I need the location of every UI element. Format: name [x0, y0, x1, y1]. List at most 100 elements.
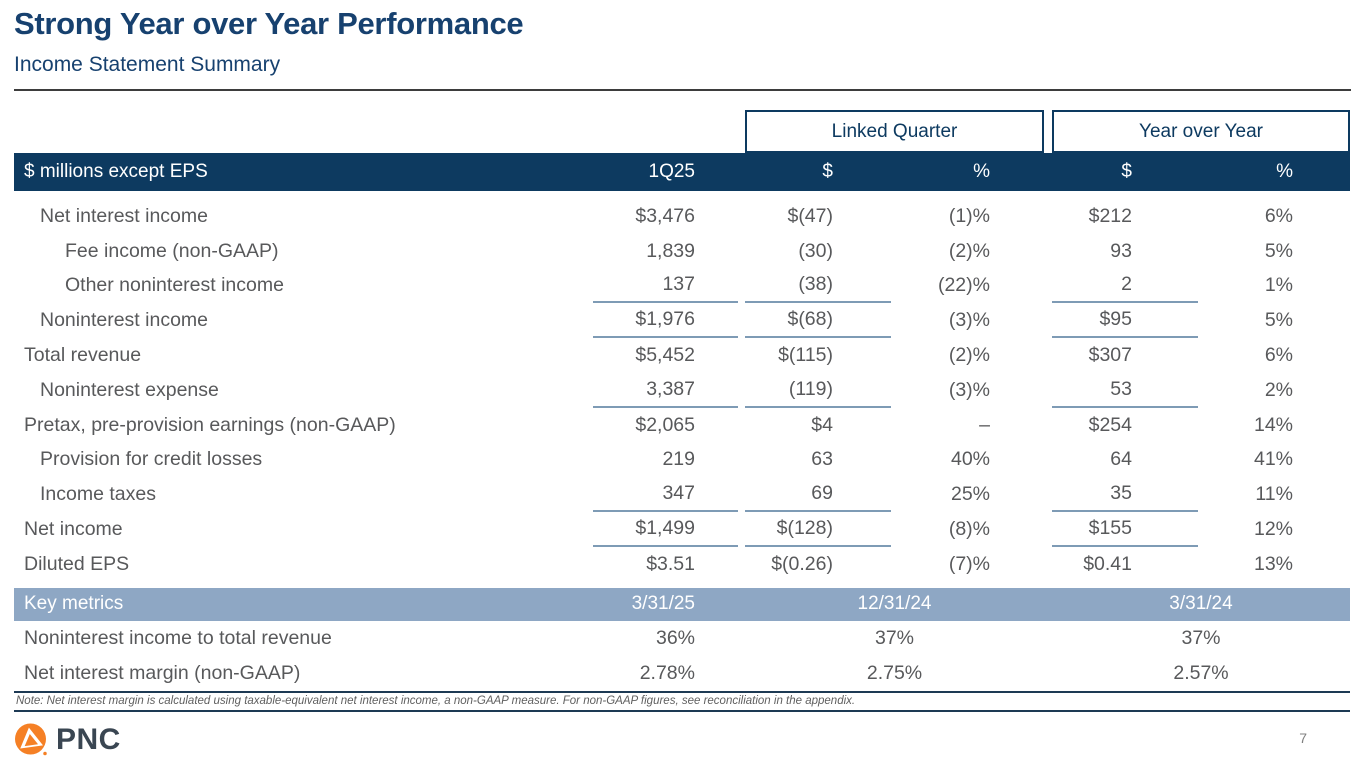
row-value: $155	[1052, 512, 1198, 547]
row-value: 137	[593, 269, 738, 304]
note-divider-top	[14, 690, 1350, 693]
row-value: (30)	[798, 239, 833, 262]
pnc-logo: PNC	[14, 722, 121, 758]
row-label: Other noninterest income	[65, 274, 284, 297]
row-value: 219	[662, 448, 695, 471]
row-value: $5,452	[635, 344, 695, 367]
table-row: Net income $1,499 $(128) (8)% $155 12%	[14, 512, 1350, 547]
table-row: Noninterest expense 3,387 (119) (3)% 53 2%	[14, 373, 1350, 408]
row-value: (3)%	[948, 378, 990, 401]
row-value: (1)%	[948, 204, 990, 227]
row-value: $3.51	[646, 552, 695, 575]
row-value: 64	[1110, 448, 1132, 471]
group-header-year-over-year: Year over Year	[1052, 110, 1350, 153]
row-value: $(0.26)	[771, 552, 833, 575]
row-value: (7)%	[948, 552, 990, 575]
row-value: 41%	[1253, 448, 1293, 471]
row-value: $1,976	[593, 303, 738, 339]
page-title: Strong Year over Year Performance	[14, 6, 524, 41]
row-value: $4	[811, 413, 833, 436]
key-metric-value: 37%	[1181, 626, 1221, 649]
table-row: Other noninterest income 137 (38) (22)% 2 1%	[14, 269, 1350, 304]
row-value: 40%	[950, 448, 990, 471]
row-value: 1%	[1264, 274, 1293, 297]
row-value: (119)	[745, 373, 891, 408]
table-row: Fee income (non-GAAP) 1,839 (30) (2)% 93 5%	[14, 234, 1350, 269]
row-label: Net interest income	[40, 204, 208, 227]
row-value: 5%	[1264, 239, 1293, 262]
row-value: (22)%	[937, 274, 990, 297]
income-statement-table: Linked Quarter Year over Year $ millions…	[14, 110, 1350, 713]
page-subtitle: Income Statement Summary	[14, 53, 281, 76]
row-value: 3,387	[593, 373, 738, 408]
row-value: $3,476	[635, 204, 695, 227]
row-value: –	[979, 413, 990, 436]
table-header-row: $ millions except EPS 1Q25 $ % $ %	[14, 153, 1350, 191]
page-number: 7	[1299, 730, 1307, 746]
row-value: 11%	[1255, 483, 1293, 506]
row-value: 69	[745, 477, 891, 513]
table-header-label: $ millions except EPS	[24, 161, 208, 182]
row-value: 12%	[1253, 518, 1293, 541]
table-row: Provision for credit losses 219 63 40% 64 41%	[14, 443, 1350, 478]
row-value: 347	[593, 477, 738, 513]
row-value: 2	[1052, 269, 1198, 304]
row-label: Noninterest income	[40, 309, 208, 332]
pnc-logo-icon	[15, 723, 47, 756]
key-metric-row: Net interest margin (non-GAAP) 2.78% 2.75%…	[14, 656, 1350, 691]
row-value: $(47)	[787, 204, 833, 227]
row-label: Provision for credit losses	[40, 448, 263, 471]
table-row: Noninterest income $1,976 $(68) (3)% $95 5%	[14, 303, 1350, 339]
row-value: $95	[1052, 303, 1198, 339]
group-header-row: Linked Quarter Year over Year	[14, 110, 1350, 153]
row-label: Pretax, pre-provision earnings (non-GAAP…	[24, 413, 396, 436]
row-value: 2%	[1264, 378, 1293, 401]
row-label: Diluted EPS	[24, 552, 130, 575]
row-value: (8)%	[948, 518, 990, 541]
row-value: 63	[811, 448, 833, 471]
row-value: 6%	[1264, 344, 1293, 367]
table-row: Total revenue $5,452 $(115) (2)% $307 6%	[14, 338, 1350, 373]
row-label: Noninterest expense	[40, 378, 219, 401]
row-value: $212	[1088, 204, 1132, 227]
pnc-logo-text: PNC	[56, 723, 121, 756]
table-body: Net interest income $3,476 $(47) (1)% $212 6%…	[14, 191, 1350, 582]
row-value: 53	[1052, 373, 1198, 408]
key-metric-value: 2.75%	[866, 661, 923, 684]
key-metric-value: 2.78%	[639, 661, 695, 684]
row-label: Total revenue	[24, 344, 142, 367]
key-metrics-date-2: 12/31/24	[857, 593, 932, 615]
row-label: Fee income (non-GAAP)	[65, 239, 279, 262]
table-header-yoy-percent: %	[1276, 161, 1293, 182]
row-value: 25%	[950, 483, 990, 506]
row-value: $(128)	[745, 512, 891, 547]
key-metrics-label: Key metrics	[24, 593, 124, 615]
key-metrics-header-row: Key metrics 3/31/25 12/31/24 3/31/24	[14, 587, 1350, 621]
row-value: (3)%	[948, 309, 990, 332]
row-value: 93	[1110, 239, 1132, 262]
row-label: Net income	[24, 518, 123, 541]
table-header-1q25: 1Q25	[648, 161, 695, 182]
table-row: Net interest income $3,476 $(47) (1)% $212 6%	[14, 199, 1350, 234]
row-value: 35	[1052, 477, 1198, 513]
row-value: $1,499	[593, 512, 738, 547]
row-value: 14%	[1253, 413, 1293, 436]
table-header-lq-dollar: $	[822, 161, 833, 182]
table-row: Pretax, pre-provision earnings (non-GAAP…	[14, 408, 1350, 443]
group-header-linked-quarter: Linked Quarter	[745, 110, 1044, 153]
key-metric-value: 2.57%	[1173, 661, 1229, 684]
note-divider-bottom	[14, 709, 1350, 713]
row-value: 6%	[1264, 204, 1293, 227]
key-metric-value: 36%	[655, 626, 695, 649]
key-metric-row: Noninterest income to total revenue 36% 37…	[14, 621, 1350, 656]
footnote: Note: Net interest margin is calculated …	[16, 694, 856, 707]
key-metrics-date-3: 3/31/24	[1169, 593, 1233, 615]
row-value: (38)	[745, 269, 891, 304]
row-value: 13%	[1253, 552, 1293, 575]
row-value: 5%	[1264, 309, 1293, 332]
key-metric-label: Net interest margin (non-GAAP)	[24, 661, 301, 684]
key-metrics-date-1: 3/31/25	[631, 593, 695, 615]
row-value: $2,065	[635, 413, 695, 436]
key-metrics-body: Noninterest income to total revenue 36% 37…	[14, 621, 1350, 691]
row-value: (2)%	[948, 239, 990, 262]
